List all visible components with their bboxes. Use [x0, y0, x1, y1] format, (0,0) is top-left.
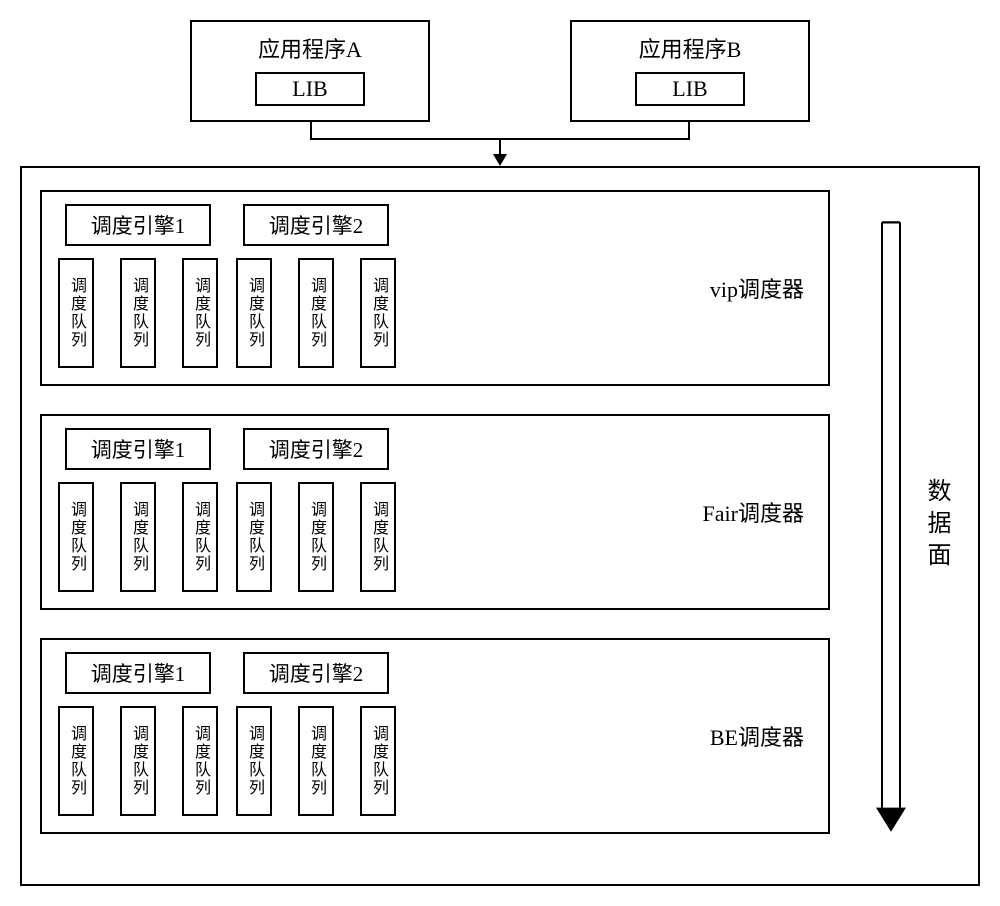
engine-label: 调度引擎1 [65, 428, 212, 470]
queue-box: 调度队列 [236, 258, 272, 368]
scheduler-label: BE调度器 [710, 720, 804, 752]
scheduler-fair: 调度引擎1 调度队列 调度队列 调度队列 调度引擎2 调度队列 调度队列 调度队… [40, 414, 830, 610]
queue-label: 调度队列 [188, 725, 212, 797]
queue-label: 调度队列 [242, 277, 266, 349]
engine-label: 调度引擎1 [65, 204, 212, 246]
app-box-b: 应用程序B LIB [570, 20, 810, 122]
app-title: 应用程序B [572, 32, 808, 64]
scheduler-vip: 调度引擎1 调度队列 调度队列 调度队列 调度引擎2 调度队列 调度队列 调度队… [40, 190, 830, 386]
queue-box: 调度队列 [298, 258, 334, 368]
queue-box: 调度队列 [298, 482, 334, 592]
lib-box: LIB [255, 72, 365, 106]
apps-row: 应用程序A LIB 应用程序B LIB [20, 20, 980, 122]
queue-box: 调度队列 [58, 706, 94, 816]
queues-row: 调度队列 调度队列 调度队列 [236, 706, 396, 816]
queue-label: 调度队列 [366, 725, 390, 797]
queue-box: 调度队列 [182, 482, 218, 592]
scheduler-label: Fair调度器 [703, 496, 804, 528]
engine-label: 调度引擎2 [243, 428, 390, 470]
queue-label: 调度队列 [304, 725, 328, 797]
queue-box: 调度队列 [120, 258, 156, 368]
queue-box: 调度队列 [236, 482, 272, 592]
queues-row: 调度队列 调度队列 调度队列 [236, 258, 396, 368]
engine-col: 调度引擎1 调度队列 调度队列 调度队列 [58, 428, 218, 592]
engine-col: 调度引擎2 调度队列 调度队列 调度队列 [236, 652, 396, 816]
scheduler-label: vip调度器 [710, 272, 804, 304]
queue-box: 调度队列 [182, 706, 218, 816]
queue-box: 调度队列 [360, 482, 396, 592]
engines-wrap: 调度引擎1 调度队列 调度队列 调度队列 调度引擎2 调度队列 调度队列 调度队… [58, 652, 396, 816]
engine-label: 调度引擎2 [243, 652, 390, 694]
data-plane-label: 数据面 [919, 478, 954, 574]
queue-label: 调度队列 [304, 277, 328, 349]
engines-wrap: 调度引擎1 调度队列 调度队列 调度队列 调度引擎2 调度队列 调度队列 调度队… [58, 428, 396, 592]
down-arrow-icon [874, 218, 908, 834]
queues-row: 调度队列 调度队列 调度队列 [58, 706, 218, 816]
queue-label: 调度队列 [242, 501, 266, 573]
engine-col: 调度引擎1 调度队列 调度队列 调度队列 [58, 204, 218, 368]
queue-label: 调度队列 [188, 501, 212, 573]
queue-box: 调度队列 [360, 706, 396, 816]
queue-box: 调度队列 [236, 706, 272, 816]
queue-box: 调度队列 [120, 482, 156, 592]
queue-label: 调度队列 [64, 277, 88, 349]
queue-box: 调度队列 [58, 258, 94, 368]
queues-row: 调度队列 调度队列 调度队列 [58, 482, 218, 592]
queue-label: 调度队列 [126, 277, 150, 349]
queue-label: 调度队列 [366, 501, 390, 573]
data-plane-box: 调度引擎1 调度队列 调度队列 调度队列 调度引擎2 调度队列 调度队列 调度队… [20, 166, 980, 886]
lib-box: LIB [635, 72, 745, 106]
queues-row: 调度队列 调度队列 调度队列 [236, 482, 396, 592]
queue-label: 调度队列 [126, 725, 150, 797]
data-plane-side: 数据面 [874, 218, 954, 834]
engine-col: 调度引擎1 调度队列 调度队列 调度队列 [58, 652, 218, 816]
queue-label: 调度队列 [366, 277, 390, 349]
queue-label: 调度队列 [64, 725, 88, 797]
engine-label: 调度引擎2 [243, 204, 390, 246]
engine-col: 调度引擎2 调度队列 调度队列 调度队列 [236, 204, 396, 368]
queue-box: 调度队列 [182, 258, 218, 368]
queue-label: 调度队列 [242, 725, 266, 797]
diagram-canvas: 应用程序A LIB 应用程序B LIB 调度引擎1 调度队列 调度队列 调度队列 [20, 20, 980, 886]
queue-label: 调度队列 [188, 277, 212, 349]
connector-arrow [190, 122, 810, 166]
scheduler-be: 调度引擎1 调度队列 调度队列 调度队列 调度引擎2 调度队列 调度队列 调度队… [40, 638, 830, 834]
engine-label: 调度引擎1 [65, 652, 212, 694]
queue-box: 调度队列 [120, 706, 156, 816]
app-title: 应用程序A [192, 32, 428, 64]
queue-label: 调度队列 [126, 501, 150, 573]
queue-label: 调度队列 [64, 501, 88, 573]
arrowhead-down-icon [493, 154, 507, 166]
engine-col: 调度引擎2 调度队列 调度队列 调度队列 [236, 428, 396, 592]
queue-label: 调度队列 [304, 501, 328, 573]
queues-row: 调度队列 调度队列 调度队列 [58, 258, 218, 368]
app-box-a: 应用程序A LIB [190, 20, 430, 122]
queue-box: 调度队列 [360, 258, 396, 368]
queue-box: 调度队列 [58, 482, 94, 592]
engines-wrap: 调度引擎1 调度队列 调度队列 调度队列 调度引擎2 调度队列 调度队列 调度队… [58, 204, 396, 368]
queue-box: 调度队列 [298, 706, 334, 816]
